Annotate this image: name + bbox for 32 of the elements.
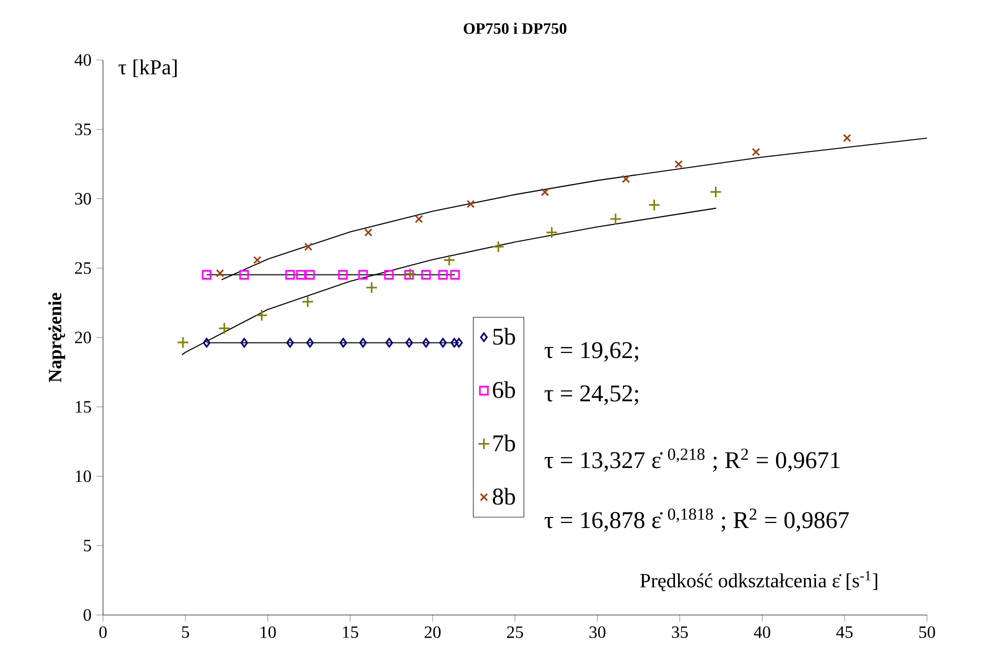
y-tick-label: 0: [84, 609, 91, 621]
y-tick-label: 10: [76, 470, 91, 482]
y-tick-label: 20: [75, 332, 91, 344]
annotation: τ = 16,878 ε̇ $^{0,1818}$ ; R$^{2}$ = 0,9867: [544, 508, 849, 532]
legend-label: 8b: [492, 488, 516, 505]
x-axis-title: Prędkość odkształcenia ε̇ [s$^{-1}$]: [640, 571, 878, 592]
y-axis-title: Naprężenie: [48, 292, 66, 382]
chart-title: OP750 i DP750: [464, 22, 566, 34]
y-tick-label: 30: [75, 192, 91, 205]
legend-label: 6b: [492, 381, 516, 398]
x-tick-label: 25: [507, 626, 523, 638]
annotation: τ = 13,327 ε̇ $^{0,218}$ ; R$^{2}$ = 0,9671: [544, 448, 840, 472]
y-tick-label: 5: [84, 540, 91, 552]
x-tick-label: 10: [260, 626, 276, 638]
x-tick-label: 20: [424, 626, 441, 638]
x-tick-label: 30: [590, 626, 606, 638]
x-tick-label: 45: [836, 626, 853, 638]
y-tick-label: 25: [75, 262, 91, 274]
annotation: τ [kPa]: [118, 59, 177, 78]
y-tick-label: 15: [76, 401, 91, 413]
x-tick-label: 0: [99, 626, 107, 638]
annotation: τ = 19,62;: [544, 342, 638, 362]
x-tick-label: 40: [754, 626, 770, 638]
x-tick-label: 50: [919, 626, 936, 638]
x-tick-label: 15: [343, 626, 358, 638]
y-tick-label: 35: [75, 124, 91, 136]
y-tick-label: 40: [74, 54, 91, 66]
legend-label: 7b: [494, 434, 516, 452]
x-tick-label: 5: [182, 626, 190, 638]
annotation: τ = 24,52;: [544, 385, 638, 406]
legend-label: 5b: [493, 328, 516, 345]
x-tick-label: 35: [672, 626, 688, 638]
